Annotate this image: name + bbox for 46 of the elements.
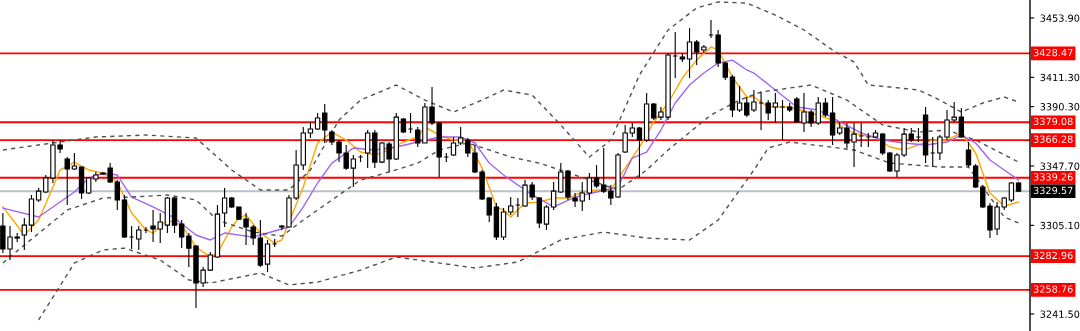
candlestick [407, 112, 414, 134]
candlestick [765, 99, 771, 121]
y-tick-label: 3390.30 [1040, 103, 1080, 111]
y-tick-label: 3241.50 [1040, 310, 1080, 318]
candlestick [829, 96, 836, 146]
candlestick [136, 225, 142, 251]
ref-line-label: 3339.26 [1033, 173, 1073, 181]
line-series [37, 141, 1020, 321]
candlestick [322, 103, 328, 144]
candlestick [593, 164, 600, 189]
candlestick [21, 217, 28, 251]
y-tick-label: 3347.70 [1040, 162, 1080, 170]
candlestick [586, 172, 593, 201]
ref-line-label: 3379.08 [1033, 117, 1073, 126]
y-tick-label: 3305.10 [1040, 221, 1080, 230]
line-series [2, 84, 1020, 264]
candlestick [779, 99, 786, 141]
candlestick [350, 154, 357, 188]
ref-line-label: 3428.47 [1033, 48, 1073, 57]
candlestick [965, 141, 972, 168]
ref-line-label: 3329.57 [1033, 186, 1073, 195]
ref-line-label: 3258.76 [1033, 285, 1073, 293]
candlestick [450, 136, 457, 157]
candlestick [178, 219, 185, 249]
candlestick [1008, 181, 1015, 203]
candlestick [693, 39, 700, 66]
ref-line-label: 3366.28 [1033, 135, 1073, 143]
candlestick [543, 204, 550, 231]
candlestick [64, 156, 70, 206]
candlestick [600, 147, 607, 194]
candlestick [364, 129, 371, 169]
candlestick [221, 187, 228, 228]
candlestick [264, 239, 271, 273]
candlestick [128, 225, 135, 250]
candlestick [550, 181, 557, 211]
candlestick [636, 126, 643, 178]
ref-line-label: 3282.96 [1033, 251, 1073, 260]
candlestick [772, 92, 779, 124]
candlestick [114, 179, 121, 211]
candlestick [822, 97, 829, 118]
candlestick [958, 107, 965, 139]
y-tick-label: 3411.30 [1040, 73, 1080, 82]
y-tick-label: 3453.90 [1040, 14, 1080, 22]
candlestick [622, 124, 628, 154]
candlestick [736, 85, 743, 113]
candlestick [686, 27, 693, 79]
